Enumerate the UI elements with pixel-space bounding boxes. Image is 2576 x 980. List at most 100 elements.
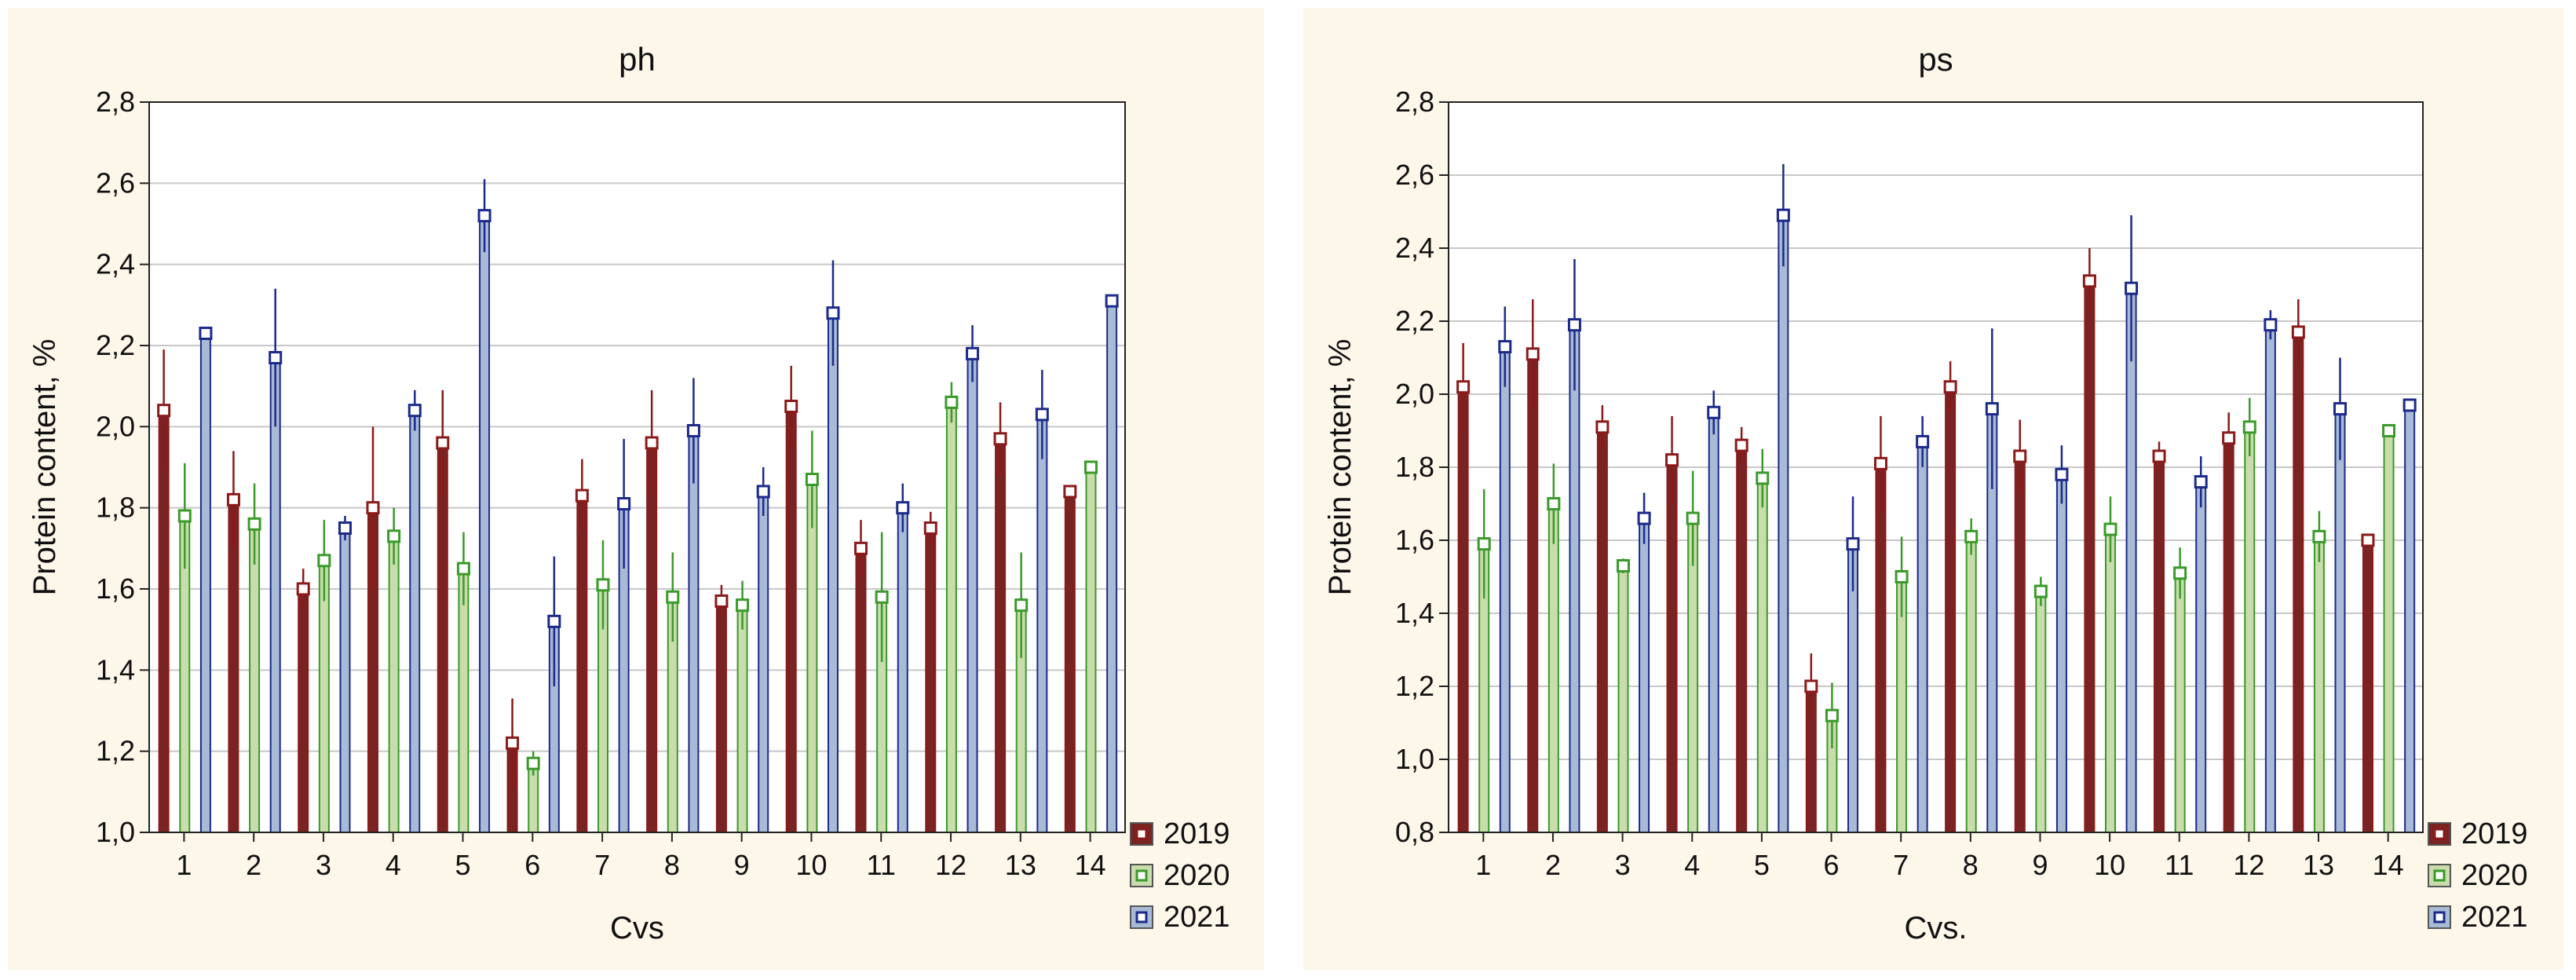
x-tick-label: 2 bbox=[246, 849, 261, 881]
bar-2019-cv8 bbox=[646, 442, 658, 833]
point-marker bbox=[1804, 679, 1818, 693]
point-marker bbox=[875, 590, 889, 604]
point-marker bbox=[896, 501, 910, 515]
x-tick-label: 6 bbox=[1824, 849, 1840, 881]
point-marker bbox=[2312, 529, 2326, 543]
plot-area bbox=[149, 102, 1125, 832]
point-marker bbox=[2264, 318, 2278, 332]
y-tick-label: 1,4 bbox=[96, 653, 135, 686]
bar-2021-cv14 bbox=[1106, 300, 1118, 833]
bar-2020-cv3 bbox=[1617, 565, 1629, 833]
bar-2020-cv2 bbox=[249, 523, 261, 833]
point-marker bbox=[1083, 460, 1098, 474]
point-marker bbox=[199, 327, 213, 340]
bar-2021-cv9 bbox=[758, 491, 769, 833]
y-tick-label: 1,0 bbox=[96, 816, 135, 848]
point-marker bbox=[2013, 449, 2027, 463]
y-tick-label: 1,2 bbox=[1395, 670, 1434, 702]
point-marker bbox=[805, 473, 819, 486]
legend-label-2020: 2020 bbox=[1164, 859, 1230, 892]
point-marker bbox=[617, 497, 631, 510]
bar-2019-cv2 bbox=[228, 499, 239, 833]
bar-2020-cv3 bbox=[318, 559, 330, 833]
x-tick-label: 12 bbox=[935, 849, 966, 881]
legend-label-2019: 2019 bbox=[2461, 817, 2528, 850]
point-marker bbox=[477, 209, 491, 223]
bar-2021-cv10 bbox=[2125, 287, 2137, 833]
point-marker bbox=[1707, 405, 1721, 419]
point-marker bbox=[1567, 318, 1581, 332]
legend-marker-2021 bbox=[2433, 911, 2446, 923]
point-marker bbox=[1964, 529, 1979, 543]
bar-2019-cv9 bbox=[2014, 455, 2026, 833]
point-marker bbox=[1985, 402, 1999, 416]
x-tick-label: 13 bbox=[2303, 849, 2334, 881]
point-marker bbox=[1547, 497, 1561, 510]
bar-2021-cv11 bbox=[897, 506, 908, 834]
bar-2019-cv8 bbox=[1945, 386, 1957, 833]
bar-2019-cv1 bbox=[1457, 386, 1469, 833]
point-marker bbox=[1105, 294, 1119, 308]
x-tick-label: 8 bbox=[664, 849, 680, 881]
legend-label-2021: 2021 bbox=[1164, 901, 1230, 934]
point-marker bbox=[526, 756, 540, 770]
point-marker bbox=[1916, 434, 1930, 448]
point-marker bbox=[1526, 347, 1540, 361]
x-tick-label: 13 bbox=[1005, 849, 1036, 881]
x-tick-label: 7 bbox=[594, 849, 610, 881]
point-marker bbox=[2222, 431, 2236, 445]
point-marker bbox=[756, 485, 770, 499]
bar-2020-cv10 bbox=[806, 478, 818, 833]
bar-2020-cv9 bbox=[2035, 591, 2047, 833]
bar-2021-cv3 bbox=[339, 527, 351, 833]
bar-2019-cv4 bbox=[1666, 459, 1678, 833]
y-tick-label: 1,8 bbox=[96, 492, 135, 524]
point-marker bbox=[2082, 274, 2096, 288]
chart-ps: 0,81,01,21,41,61,82,02,22,42,62,81 2 3 4 5 6 7… bbox=[1323, 41, 2528, 945]
bar-2021-cv7 bbox=[1916, 441, 1928, 833]
x-tick-label: 2 bbox=[1545, 849, 1561, 881]
bar-2020-cv5 bbox=[1756, 477, 1768, 833]
bar-2020-cv8 bbox=[1965, 536, 1977, 833]
x-tick-label: 5 bbox=[1754, 849, 1770, 881]
y-tick-label: 2,4 bbox=[1395, 232, 1434, 264]
x-tick-label: 3 bbox=[316, 849, 331, 881]
x-tick-label: 14 bbox=[2373, 849, 2404, 881]
point-marker bbox=[2402, 398, 2417, 412]
point-marker bbox=[2033, 584, 2048, 598]
point-marker bbox=[923, 521, 937, 535]
point-marker bbox=[2333, 402, 2348, 416]
bar-2019-cv3 bbox=[298, 588, 309, 833]
point-marker bbox=[407, 404, 422, 418]
x-tick-label: 12 bbox=[2233, 849, 2264, 881]
legend-marker-2020 bbox=[2433, 869, 2446, 882]
point-marker bbox=[157, 404, 171, 418]
bar-2021-cv3 bbox=[1639, 517, 1650, 833]
bar-2019-cv5 bbox=[1736, 444, 1748, 833]
point-marker bbox=[1477, 537, 1491, 551]
point-marker bbox=[1943, 380, 1957, 394]
bar-2020-cv4 bbox=[388, 535, 400, 833]
y-tick-label: 1,6 bbox=[96, 572, 135, 605]
x-tick-label: 4 bbox=[385, 849, 401, 881]
y-tick-label: 1,6 bbox=[1395, 524, 1434, 556]
x-axis-label: Cvs. bbox=[1905, 911, 1968, 945]
legend-marker-2021 bbox=[1135, 911, 1148, 923]
y-axis-label: Protein content, % bbox=[27, 339, 62, 596]
bar-2019-cv14 bbox=[2362, 539, 2373, 833]
x-tick-label: 6 bbox=[524, 849, 540, 881]
x-tick-label: 5 bbox=[455, 849, 471, 881]
y-tick-label: 0,8 bbox=[1395, 816, 1434, 848]
bar-2021-cv8 bbox=[688, 430, 700, 833]
y-tick-label: 2,6 bbox=[96, 166, 135, 199]
point-marker bbox=[2291, 325, 2305, 339]
x-tick-label: 10 bbox=[2094, 849, 2125, 881]
point-marker bbox=[1734, 438, 1748, 452]
plot-frame bbox=[148, 101, 1126, 833]
x-tick-label: 1 bbox=[1475, 849, 1491, 881]
point-marker bbox=[945, 395, 959, 409]
y-axis-label: Protein content, % bbox=[1323, 339, 1357, 596]
y-tick-label: 2,0 bbox=[1395, 378, 1434, 410]
plot-frame bbox=[1448, 101, 2424, 833]
